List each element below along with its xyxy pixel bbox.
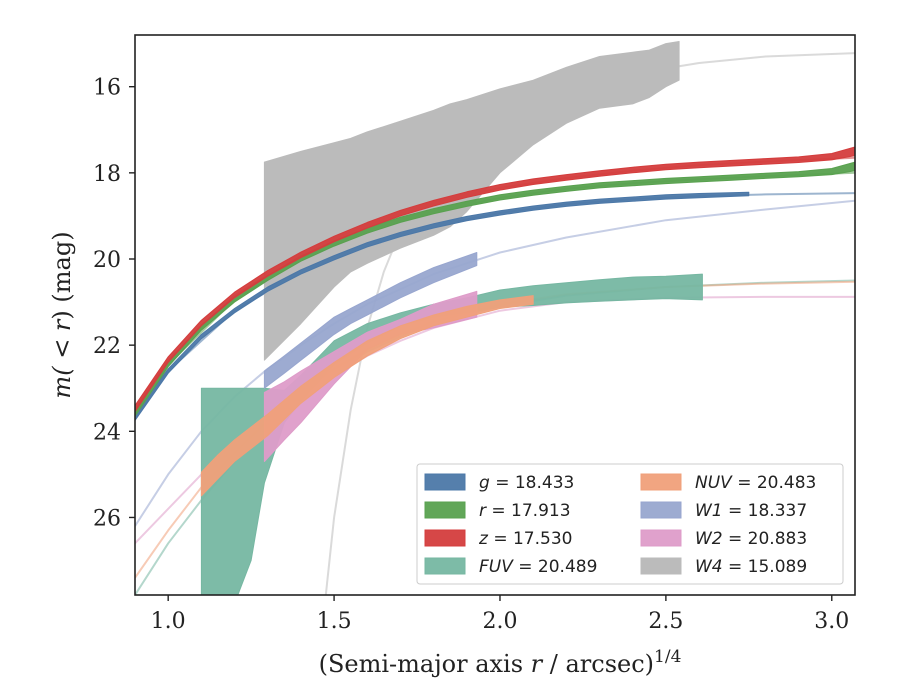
x-tick-label: 2.5 bbox=[648, 609, 683, 634]
legend-value: = 18.433 bbox=[490, 473, 575, 493]
data-band-w1 bbox=[263, 252, 478, 389]
x-axis-label-unit: / arcsec) bbox=[542, 650, 654, 678]
data-bands bbox=[135, 41, 855, 595]
legend-swatch-w4 bbox=[640, 557, 682, 575]
y-tick-label: 26 bbox=[93, 506, 121, 531]
x-axis-label: (Semi-major axis r / arcsec)1/4 bbox=[319, 647, 682, 678]
legend-label-w1: W1 = 18.337 bbox=[695, 501, 807, 521]
y-axis-label-inner: < r bbox=[48, 318, 76, 366]
legend-var: z bbox=[478, 529, 489, 549]
legend-value: = 20.489 bbox=[513, 557, 598, 577]
x-axis-label-main: (Semi-major axis bbox=[319, 650, 531, 678]
y-axis-label-main: m( bbox=[48, 366, 76, 399]
y-axis-label: m( < r) (mag) bbox=[48, 231, 76, 398]
x-axis-ticks: 1.0 1.5 2.0 2.5 3.0 bbox=[151, 595, 849, 634]
plot-frame bbox=[134, 34, 856, 596]
data-band-z bbox=[135, 146, 855, 413]
data-band-w2 bbox=[263, 290, 478, 462]
legend-swatch-w2 bbox=[640, 529, 682, 547]
x-tick-label: 1.5 bbox=[317, 609, 352, 634]
legend-label-fuv: FUV = 20.489 bbox=[479, 557, 597, 577]
legend-value: = 18.337 bbox=[723, 501, 808, 521]
legend-var: NUV bbox=[695, 473, 733, 493]
legend-value: = 20.483 bbox=[732, 473, 817, 493]
data-band-g bbox=[135, 191, 750, 421]
y-tick-label: 22 bbox=[93, 334, 121, 359]
legend-value: = 20.883 bbox=[723, 529, 808, 549]
y-tick-label: 20 bbox=[93, 248, 121, 273]
legend-var: FUV bbox=[479, 557, 514, 577]
legend-value: = 17.913 bbox=[486, 501, 571, 521]
data-band-nuv bbox=[200, 295, 534, 497]
legend-label-r: r = 17.913 bbox=[479, 501, 571, 521]
y-axis-ticks: 16 18 20 22 24 26 bbox=[93, 76, 135, 531]
legend-swatch-z bbox=[424, 529, 466, 547]
legend-value: = 17.530 bbox=[488, 529, 573, 549]
legend-label-z: z = 17.530 bbox=[478, 529, 572, 549]
legend-var: W4 bbox=[695, 557, 723, 577]
legend-swatch-g bbox=[424, 473, 466, 491]
x-tick-label: 1.0 bbox=[151, 609, 186, 634]
legend-var: r bbox=[479, 501, 487, 521]
legend-swatch-nuv bbox=[640, 473, 682, 491]
data-band-r bbox=[135, 161, 855, 417]
legend-label-nuv: NUV = 20.483 bbox=[695, 473, 816, 493]
legend-value: = 15.089 bbox=[723, 557, 808, 577]
x-tick-label: 2.0 bbox=[482, 609, 517, 634]
y-tick-label: 18 bbox=[93, 162, 121, 187]
legend-label-w4: W4 = 15.089 bbox=[695, 557, 807, 577]
y-tick-label: 16 bbox=[93, 76, 121, 101]
legend-label-g: g = 18.433 bbox=[479, 473, 574, 493]
legend-var: W2 bbox=[695, 529, 723, 549]
legend-swatch-w1 bbox=[640, 501, 682, 519]
legend-swatch-fuv bbox=[424, 557, 466, 575]
x-axis-label-exponent: 1/4 bbox=[654, 647, 681, 667]
legend-var: W1 bbox=[695, 501, 723, 521]
legend-var: g bbox=[479, 473, 490, 493]
legend-frame bbox=[416, 463, 844, 585]
y-axis-label-end: ) (mag) bbox=[48, 231, 76, 319]
y-tick-label: 24 bbox=[93, 420, 121, 445]
legend-label-w2: W2 = 20.883 bbox=[695, 529, 807, 549]
x-axis-label-var: r bbox=[531, 650, 544, 678]
x-tick-label: 3.0 bbox=[814, 609, 849, 634]
legend-swatch-r bbox=[424, 501, 466, 519]
